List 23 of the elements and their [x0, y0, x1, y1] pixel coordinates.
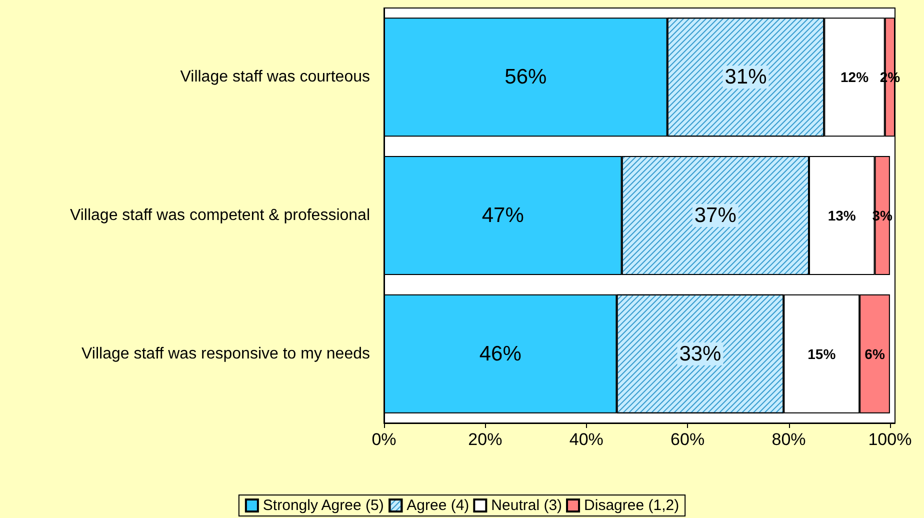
x-tick-label: 60%: [670, 430, 705, 449]
data-label: 6%: [864, 346, 886, 362]
data-label: 46%: [479, 342, 522, 366]
legend-label: Neutral (3): [491, 497, 562, 514]
x-tick-label: 40%: [569, 430, 604, 449]
data-label: 47%: [482, 204, 524, 227]
y-tick-label: Village staff was courteous: [180, 68, 370, 86]
x-tick-label: 20%: [468, 430, 502, 449]
data-label: 56%: [504, 66, 547, 89]
data-label: 33%: [679, 342, 722, 366]
legend-label: Agree (4): [406, 497, 470, 514]
data-label: 15%: [808, 346, 836, 362]
x-tick-label: 100%: [868, 430, 912, 449]
legend-label: Disagree (1,2): [584, 497, 680, 514]
data-label: 31%: [724, 66, 767, 89]
y-tick-label: Village staff was responsive to my needs: [82, 345, 370, 362]
data-label: 13%: [828, 208, 856, 224]
data-label: 37%: [694, 204, 736, 227]
x-tick-label: 80%: [772, 430, 806, 449]
data-label: 12%: [840, 69, 870, 86]
legend-label: Strongly Agree (5): [262, 497, 384, 514]
x-tick-label: 0%: [372, 430, 396, 449]
y-tick-label: Village staff was competent & professional: [70, 207, 370, 224]
